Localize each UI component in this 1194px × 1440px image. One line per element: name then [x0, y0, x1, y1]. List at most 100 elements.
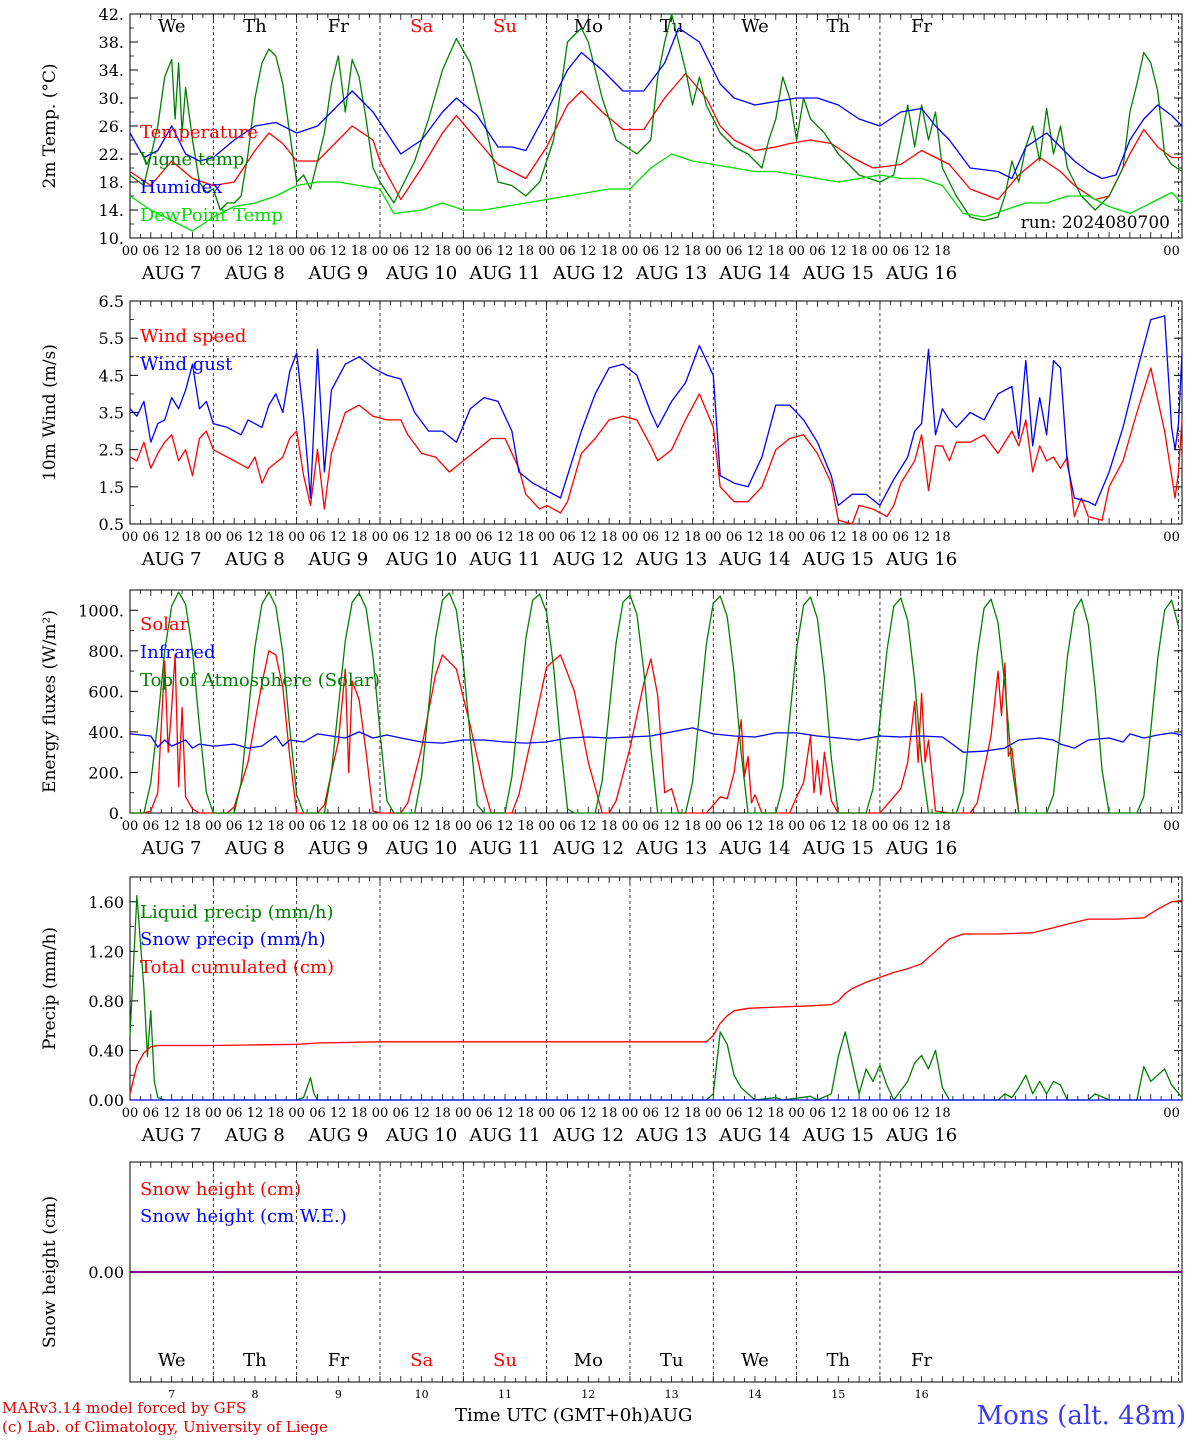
- hour-tick-label: 00: [205, 819, 222, 834]
- hour-tick-label: 12: [830, 244, 847, 259]
- y-tick-label: 42.: [99, 5, 124, 24]
- legend-label: Snow height (cm W.E.): [140, 1206, 347, 1227]
- date-label: AUG 11: [468, 1125, 540, 1146]
- hour-tick-label: 18: [434, 244, 451, 259]
- hour-tick-label: 18: [684, 244, 701, 259]
- date-label: AUG 15: [802, 1125, 874, 1146]
- y-tick-label: 22.: [99, 145, 124, 164]
- hour-tick-label: 12: [330, 530, 347, 545]
- hour-tick-label: 18: [518, 819, 535, 834]
- hour-tick-label: 06: [726, 1106, 743, 1121]
- hour-tick-label: 06: [559, 530, 576, 545]
- date-label: AUG 14: [718, 1125, 790, 1146]
- date-label: AUG 9: [307, 838, 368, 859]
- hour-tick-label: 06: [643, 244, 660, 259]
- series-line: [130, 591, 1180, 814]
- hour-tick-label: 06: [643, 1106, 660, 1121]
- day-number-label: 10: [415, 1388, 429, 1400]
- day-name-label: Su: [493, 16, 517, 37]
- date-label: AUG 16: [885, 1125, 957, 1146]
- date-label: AUG 11: [468, 263, 540, 284]
- date-label: AUG 10: [385, 838, 457, 859]
- date-label: AUG 8: [224, 549, 285, 570]
- legend-label: Wind speed: [140, 326, 246, 347]
- run-annotation: run: 2024080700: [1021, 213, 1170, 233]
- day-number-label: 15: [831, 1388, 845, 1400]
- day-number-label: 16: [915, 1388, 929, 1400]
- hour-tick-label: 18: [351, 244, 368, 259]
- y-tick-label: 600.: [88, 682, 124, 701]
- hour-tick-label: 00: [788, 244, 805, 259]
- legend-label: Solar: [140, 614, 189, 635]
- hour-tick-label: 18: [934, 1106, 951, 1121]
- date-label: AUG 7: [141, 549, 202, 570]
- hour-tick-label: 12: [747, 1106, 764, 1121]
- hour-tick-label: 06: [309, 1106, 326, 1121]
- hour-tick-label: 06: [393, 530, 410, 545]
- date-label: AUG 9: [307, 549, 368, 570]
- hour-tick-label: 06: [226, 244, 243, 259]
- y-axis-label: Energy fluxes (W/m²): [40, 610, 60, 793]
- hour-tick-label: 12: [497, 244, 514, 259]
- y-tick-label: 800.: [88, 642, 124, 661]
- hour-tick-label: 18: [851, 530, 868, 545]
- hour-tick-label: 00: [122, 530, 139, 545]
- date-label: AUG 8: [224, 263, 285, 284]
- hour-tick-label: 00: [455, 530, 472, 545]
- series-line: [130, 650, 1020, 814]
- hour-tick-label: 18: [768, 530, 785, 545]
- y-tick-label: 18.: [99, 173, 124, 192]
- hour-tick-label: 12: [413, 530, 430, 545]
- hour-tick-label: 00: [538, 819, 555, 834]
- hour-tick-label: 00: [872, 1106, 889, 1121]
- hour-tick-label: 18: [934, 530, 951, 545]
- y-tick-label: 1000.: [78, 601, 124, 620]
- hour-tick-label: 12: [830, 1106, 847, 1121]
- hour-tick-label: 12: [580, 1106, 597, 1121]
- hour-tick-label: 06: [309, 244, 326, 259]
- date-label: AUG 16: [885, 838, 957, 859]
- hour-tick-label: 06: [892, 244, 909, 259]
- series-line: [129, 72, 1182, 201]
- hour-tick-label: 06: [143, 244, 160, 259]
- series-line: [129, 153, 1183, 232]
- hour-tick-label: 00: [872, 530, 889, 545]
- hour-tick-label: 18: [434, 530, 451, 545]
- hour-tick-label: 06: [226, 819, 243, 834]
- hour-tick-label: 12: [330, 1106, 347, 1121]
- model-credit: MARv3.14 model forced by GFS (c) Lab. of…: [2, 1399, 328, 1437]
- panel-frame: [129, 589, 1183, 814]
- hour-tick-label: 12: [163, 530, 180, 545]
- hour-tick-label: 06: [476, 1106, 493, 1121]
- day-name-label: Th: [243, 16, 267, 37]
- lab-credit-line: (c) Lab. of Climatology, University of L…: [2, 1418, 328, 1436]
- y-tick-label: 1.5: [99, 478, 124, 497]
- hour-tick-label: 12: [747, 819, 764, 834]
- hour-tick-label: 18: [184, 530, 201, 545]
- y-axis-label: Precip (mm/h): [40, 927, 60, 1050]
- day-name-label: We: [741, 1350, 769, 1371]
- station-label: Mons (alt. 48m): [976, 1401, 1186, 1431]
- hour-tick-label: 18: [851, 1106, 868, 1121]
- legend-label: Infrared: [140, 642, 215, 663]
- date-label: AUG 14: [718, 549, 790, 570]
- hour-tick-label: 06: [393, 244, 410, 259]
- hour-tick-label: 00: [372, 819, 389, 834]
- legend-label: Humidex: [140, 177, 222, 198]
- hour-tick-label: 06: [476, 819, 493, 834]
- hour-tick-label: 00: [622, 530, 639, 545]
- hour-tick-label: 18: [601, 530, 618, 545]
- y-axis-label: Snow height (cm): [40, 1196, 60, 1348]
- hour-tick-label: 18: [768, 819, 785, 834]
- y-tick-label: 10.: [99, 229, 124, 248]
- date-label: AUG 15: [802, 263, 874, 284]
- legend-label: Temperature: [140, 122, 258, 143]
- date-label: AUG 13: [635, 838, 707, 859]
- hour-tick-label: 00: [372, 1106, 389, 1121]
- hour-tick-label: 00: [705, 1106, 722, 1121]
- date-label: AUG 8: [224, 1125, 285, 1146]
- hour-tick-label: 12: [830, 819, 847, 834]
- hour-tick-label: 00: [1163, 244, 1180, 259]
- day-name-label: Th: [826, 16, 850, 37]
- hour-tick-label: 00: [788, 1106, 805, 1121]
